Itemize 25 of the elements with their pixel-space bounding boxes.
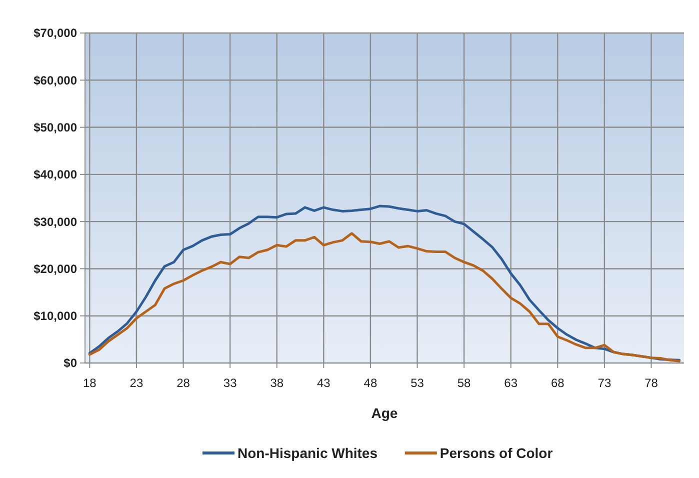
x-tick-label: 58: [457, 376, 472, 390]
y-tick-label: $50,000: [34, 120, 78, 134]
legend-label: Persons of Color: [440, 444, 554, 461]
x-tick-label: 63: [504, 376, 518, 390]
legend-label: Non-Hispanic Whites: [238, 444, 378, 461]
x-tick-label: 48: [364, 376, 378, 390]
x-tick-label: 18: [83, 376, 97, 390]
x-tick-label: 38: [270, 376, 284, 390]
y-tick-label: $20,000: [34, 262, 78, 276]
x-tick-label: 43: [316, 376, 331, 390]
x-tick-label: 28: [176, 376, 190, 390]
y-tick-label: $70,000: [34, 26, 78, 40]
y-tick-label: $0: [64, 356, 78, 370]
line-series: [88, 232, 681, 362]
y-tick-label: $60,000: [34, 73, 78, 88]
y-tick-label: $10,000: [34, 309, 78, 324]
y-tick-label: $40,000: [34, 168, 78, 182]
x-tick-label: 33: [223, 376, 238, 390]
x-tick-label: 68: [550, 376, 565, 390]
x-tick-label: 78: [644, 376, 658, 390]
x-tick-label: 73: [598, 376, 612, 390]
x-tick-label: 53: [410, 376, 424, 390]
x-axis-title: Age: [371, 405, 398, 421]
x-tick-label: 23: [130, 376, 144, 390]
y-tick-label: $30,000: [34, 214, 78, 229]
